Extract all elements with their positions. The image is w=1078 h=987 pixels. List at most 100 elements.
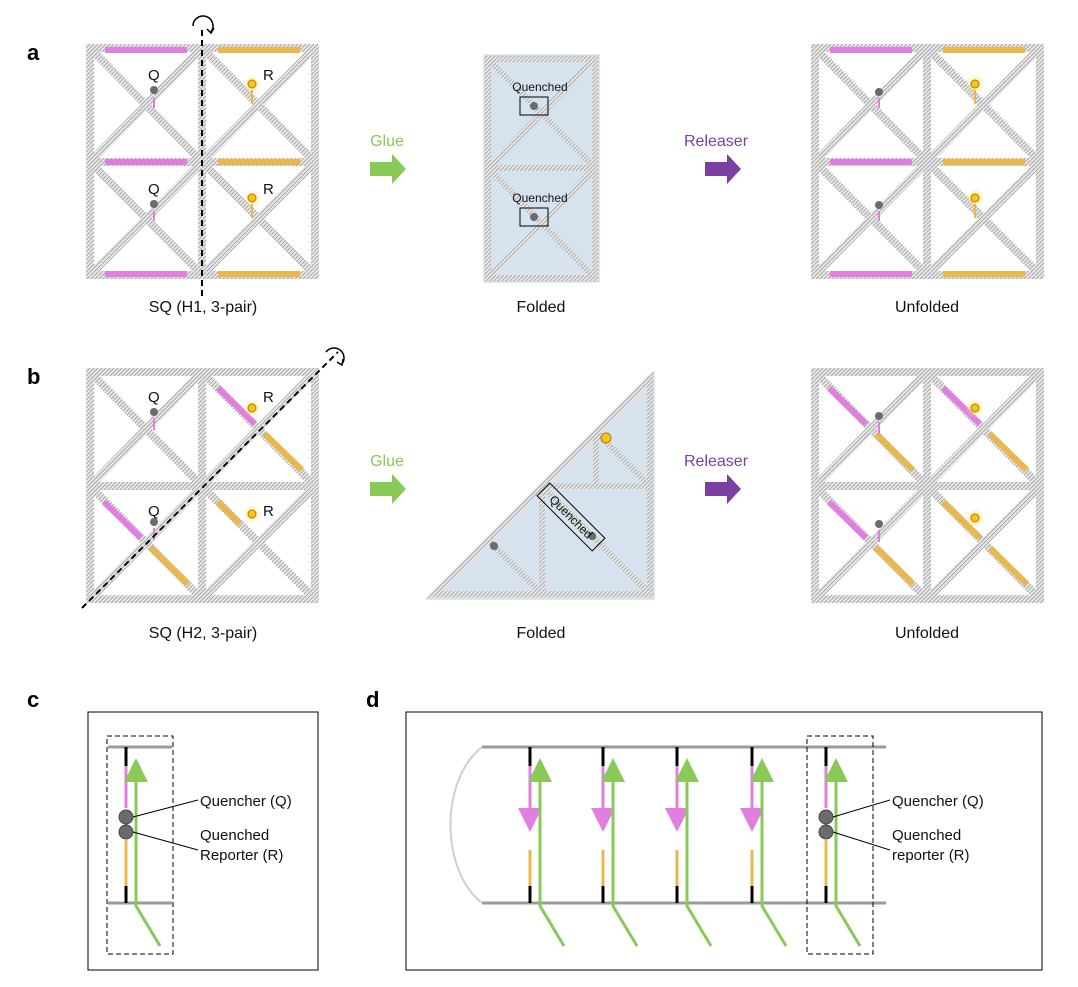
reporter-dot	[600, 432, 612, 444]
green-strand	[675, 758, 713, 947]
panel-letter-d: d	[366, 687, 379, 712]
callout-line	[132, 831, 199, 851]
caption-b-right: Unfolded	[895, 625, 959, 642]
releaser-arrow-b	[705, 474, 741, 504]
quenched-label: Quenched	[512, 191, 567, 205]
quencher-dot	[150, 200, 158, 208]
pink-strand	[940, 385, 983, 427]
quencher-label: Quencher (Q)	[892, 793, 984, 810]
panel-letter-b: b	[27, 364, 40, 389]
gold-strand	[987, 431, 1030, 473]
reporter-label-1: Quenched	[892, 827, 961, 844]
quencher-dot	[530, 213, 538, 221]
q-label: Q	[148, 503, 160, 520]
caption-b-mid: Folded	[517, 625, 566, 642]
quencher-label: Quencher (Q)	[200, 793, 292, 810]
caption-b-left: SQ (H2, 3-pair)	[149, 625, 257, 642]
reporter-dot	[818, 824, 834, 840]
caption-a-left: SQ (H1, 3-pair)	[149, 299, 257, 316]
caption-a-right: Unfolded	[895, 299, 959, 316]
reporter-label-2: reporter (R)	[892, 847, 970, 864]
pink-strand	[215, 385, 258, 427]
quencher-dot	[875, 520, 883, 528]
sq-tile-b-right	[811, 368, 1044, 603]
quenched-box	[536, 482, 606, 552]
rotation-icon	[325, 347, 345, 365]
callout-line	[132, 799, 199, 818]
quenched-box	[519, 207, 549, 227]
reporter-dot	[118, 824, 134, 840]
glue-label-b: Glue	[370, 453, 404, 470]
q-label: Q	[148, 389, 160, 406]
unit-1	[518, 747, 566, 947]
green-strand	[601, 758, 639, 947]
pink-strand	[101, 499, 144, 541]
reporter-label-2: Reporter (R)	[200, 847, 283, 864]
callout-line	[832, 799, 891, 818]
r-label: R	[263, 389, 274, 406]
rotation-arrowhead	[336, 358, 344, 367]
reporter-dot	[970, 79, 980, 89]
quenched-box	[519, 96, 549, 116]
green-strand	[528, 758, 566, 947]
glue-label-a: Glue	[370, 133, 404, 150]
unit-2	[591, 747, 639, 947]
releaser-label-b: Releaser	[684, 453, 749, 470]
pink-strand	[826, 499, 869, 541]
gold-strand	[940, 499, 983, 541]
green-strand	[124, 758, 162, 947]
r-label: R	[263, 503, 274, 520]
quencher-dot	[875, 201, 883, 209]
quencher-dot	[150, 518, 158, 526]
callout-line	[832, 831, 891, 851]
quencher-dot	[150, 86, 158, 94]
reporter-label-1: Quenched	[200, 827, 269, 844]
releaser-label-a: Releaser	[684, 133, 749, 150]
gold-strand	[148, 545, 191, 587]
quencher-dot	[588, 532, 596, 540]
r-label: R	[263, 67, 274, 84]
reporter-dot	[247, 403, 257, 413]
rotation-icon	[192, 15, 214, 33]
quencher-dot	[530, 102, 538, 110]
reporter-dot	[247, 193, 257, 203]
glue-arrow-b	[370, 474, 406, 504]
reporter-dot	[247, 509, 257, 519]
gold-strand	[873, 431, 916, 473]
fold-axis-diagonal	[81, 351, 339, 609]
quencher-dot	[118, 809, 134, 825]
gold-strand	[215, 499, 243, 527]
q-label: Q	[148, 67, 160, 84]
reporter-dot	[970, 513, 980, 523]
caption-a-mid: Folded	[517, 299, 566, 316]
quencher-dot	[875, 88, 883, 96]
pink-strand	[826, 385, 869, 427]
panel-c-dashed-box	[106, 735, 174, 955]
loop-curve	[449, 746, 483, 904]
q-label: Q	[148, 181, 160, 198]
panel-d-dashed-box	[806, 735, 874, 955]
unit-5-quenched	[818, 747, 862, 947]
glue-arrow-a	[370, 154, 406, 184]
sq-tile-a-left: Q R Q R	[86, 15, 319, 298]
reporter-dot	[970, 403, 980, 413]
quencher-dot	[150, 408, 158, 416]
releaser-arrow-a	[705, 154, 741, 184]
quencher-dot	[818, 809, 834, 825]
reporter-dot	[970, 193, 980, 203]
folded-tile-b: Quenched	[424, 370, 655, 600]
quencher-dot	[490, 542, 498, 550]
gold-strand	[987, 545, 1030, 587]
panel-d-box	[405, 711, 1043, 971]
unit-3	[665, 747, 713, 947]
panel-letter-a: a	[27, 40, 40, 65]
quencher-dot	[875, 412, 883, 420]
quenched-label: Quenched	[512, 80, 567, 94]
reporter-dot	[247, 79, 257, 89]
gold-strand	[262, 431, 305, 473]
r-label: R	[263, 181, 274, 198]
gold-strand	[873, 545, 916, 587]
sq-tile-a-right	[811, 44, 1044, 279]
folded-tile-a: Quenched Quenched	[483, 54, 600, 283]
